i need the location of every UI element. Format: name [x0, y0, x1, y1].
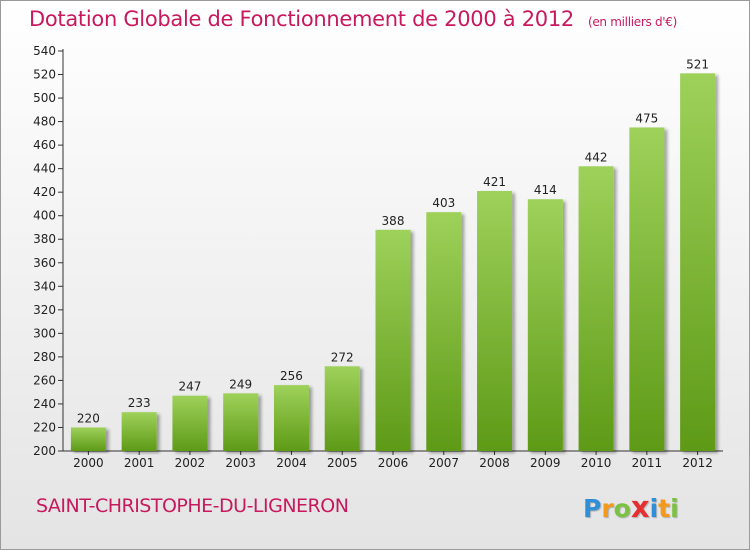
bar-2003 [223, 393, 259, 451]
value-label-2002: 247 [178, 380, 201, 394]
value-label-2011: 475 [635, 111, 658, 125]
value-label-2009: 414 [534, 183, 557, 197]
y-tick-label: 340 [33, 279, 56, 293]
value-label-2001: 233 [128, 396, 151, 410]
y-tick-label: 360 [33, 256, 56, 270]
x-tick-label-2006: 2006 [378, 456, 409, 470]
y-tick-label: 320 [33, 303, 56, 317]
y-tick-label: 400 [33, 209, 56, 223]
y-tick-label: 280 [33, 350, 56, 364]
value-label-2000: 220 [77, 411, 100, 425]
value-label-2007: 403 [432, 196, 455, 210]
value-label-2010: 442 [585, 150, 608, 164]
logo-letter: o [613, 494, 631, 523]
logo-letter: t [658, 494, 671, 523]
value-label-2004: 256 [280, 369, 303, 383]
chart-title: Dotation Globale de Fonctionnement de 20… [29, 7, 677, 31]
bar-2002 [172, 395, 208, 451]
x-tick-label-2004: 2004 [276, 456, 307, 470]
y-tick-label: 420 [33, 185, 56, 199]
x-tick-label-2002: 2002 [175, 456, 206, 470]
x-tick-label-2001: 2001 [124, 456, 155, 470]
bar-2008 [477, 191, 513, 451]
bar-2010 [578, 166, 614, 451]
x-tick-label-2011: 2011 [632, 456, 663, 470]
x-tick-label-2000: 2000 [73, 456, 104, 470]
bar-2004 [273, 385, 309, 451]
logo-letter: r [601, 494, 614, 523]
x-tick-label-2010: 2010 [581, 456, 612, 470]
bar-2011 [629, 127, 665, 452]
title-text: Dotation Globale de Fonctionnement de 20… [29, 7, 574, 31]
y-tick-label: 520 [33, 68, 56, 82]
title-unit: (en milliers d'€) [587, 15, 677, 29]
logo-letter: P [583, 494, 602, 523]
y-tick-label: 240 [33, 397, 56, 411]
bars [70, 73, 716, 452]
y-tick-label: 260 [33, 373, 56, 387]
axes: 200 220 240 260 280 300 320 340 360 380 400 420 440 4… [33, 44, 723, 458]
bar-2007 [426, 212, 462, 451]
x-tick-label-2008: 2008 [479, 456, 510, 470]
value-label-2003: 249 [229, 377, 252, 391]
value-label-2005: 272 [331, 350, 354, 364]
bar-2001 [121, 412, 157, 451]
y-tick-label: 300 [33, 326, 56, 340]
x-tick-label-2007: 2007 [428, 456, 459, 470]
logo-letter: i [649, 494, 659, 523]
value-labels: 220 2000 233 2001 247 2002 249 2003 256 2004 272 20… [73, 57, 713, 470]
logo-letter: x [630, 490, 650, 524]
y-tick-label: 440 [33, 162, 56, 176]
y-tick-label: 220 [33, 420, 56, 434]
bar-2006 [375, 229, 411, 451]
x-tick-label-2003: 2003 [225, 456, 256, 470]
bar-2012 [680, 73, 716, 452]
y-tick-label: 200 [33, 444, 56, 458]
x-tick-label-2005: 2005 [327, 456, 358, 470]
y-tick-label: 480 [33, 115, 56, 129]
commune-name: SAINT-CHRISTOPHE-DU-LIGNERON [36, 495, 349, 517]
x-tick-label-2009: 2009 [530, 456, 561, 470]
value-label-2012: 521 [686, 57, 709, 71]
bar-2000 [70, 427, 106, 451]
value-label-2006: 388 [382, 214, 405, 228]
y-tick-label: 540 [33, 44, 56, 58]
proxiti-logo: Proxiti [583, 490, 679, 524]
y-tick-label: 500 [33, 91, 56, 105]
logo-letter: i [670, 494, 679, 523]
x-tick-label-2012: 2012 [682, 456, 713, 470]
y-tick-label: 380 [33, 232, 56, 246]
value-label-2008: 421 [483, 175, 506, 189]
bar-2009 [527, 199, 563, 451]
y-tick-label: 460 [33, 138, 56, 152]
bar-2005 [324, 366, 360, 451]
